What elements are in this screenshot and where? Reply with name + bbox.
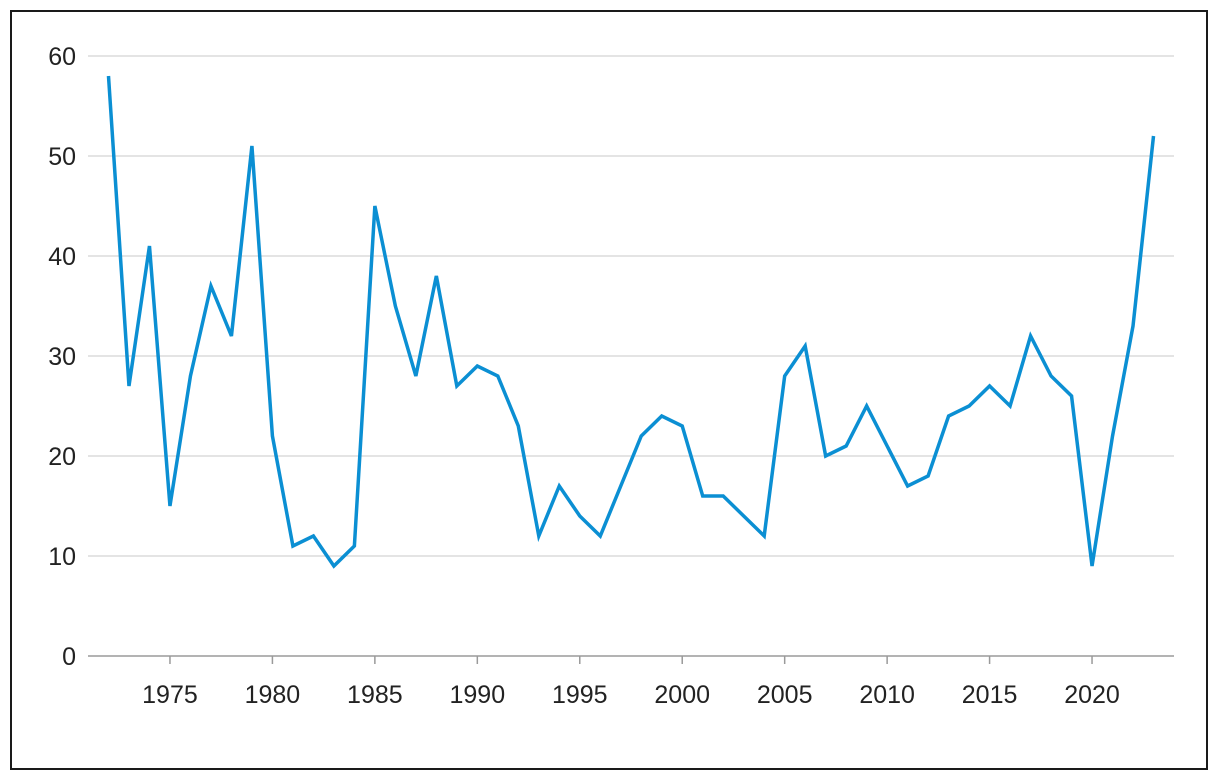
x-tick-label: 1995 <box>552 681 608 709</box>
y-axis-ticks: 0 10 20 30 40 50 60 <box>48 43 76 671</box>
x-axis: 1975 1980 1985 1990 1995 2000 2005 2010 2015 2020 <box>88 655 1174 709</box>
y-tick-label: 60 <box>48 43 76 71</box>
y-tick-label: 20 <box>48 443 76 471</box>
x-tick-label: 1990 <box>450 681 506 709</box>
chart-frame <box>10 10 1208 770</box>
y-tick-label: 30 <box>48 343 76 371</box>
y-tick-label: 10 <box>48 543 76 571</box>
x-tick-label: 2015 <box>962 681 1018 709</box>
x-tick-label: 2005 <box>757 681 813 709</box>
x-tick-label: 2010 <box>859 681 915 709</box>
gridlines <box>88 55 1174 557</box>
y-tick-label: 0 <box>62 643 76 671</box>
x-tick-label: 2020 <box>1064 681 1120 709</box>
x-tick-label: 2000 <box>654 681 710 709</box>
x-tick-label: 1980 <box>245 681 301 709</box>
x-tick-label: 1975 <box>142 681 198 709</box>
series-group <box>106 75 1156 569</box>
y-tick-label: 50 <box>48 143 76 171</box>
series-line <box>106 75 1156 569</box>
y-tick-label: 40 <box>48 243 76 271</box>
x-tick-label: 1985 <box>347 681 403 709</box>
